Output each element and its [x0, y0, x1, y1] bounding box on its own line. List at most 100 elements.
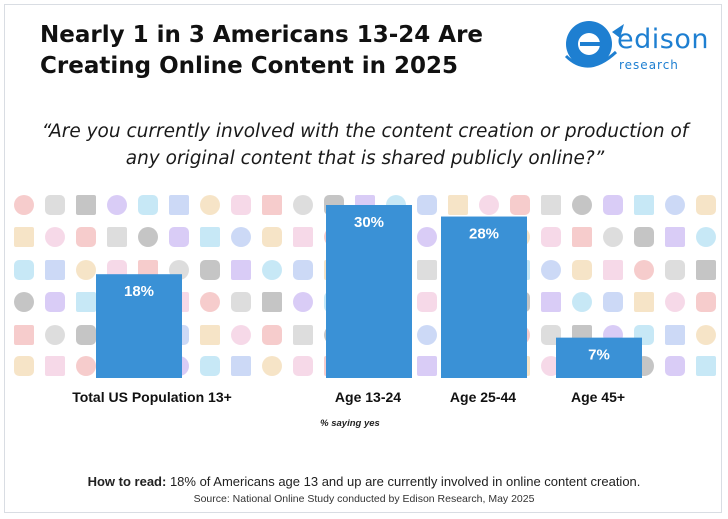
background-icon — [200, 325, 220, 345]
background-icon — [665, 260, 685, 280]
background-icon — [231, 356, 251, 376]
background-icon — [572, 292, 592, 312]
background-icon — [14, 195, 34, 215]
bar-1 — [326, 205, 412, 378]
value-label-2: 28% — [469, 226, 499, 243]
background-icon — [231, 195, 251, 215]
logo-brand: edison — [617, 24, 709, 55]
bar-2 — [441, 216, 527, 378]
background-icon — [76, 292, 96, 312]
background-icon — [665, 227, 685, 247]
background-icon — [417, 292, 437, 312]
background-icon — [45, 325, 65, 345]
source-note: Source: National Online Study conducted … — [193, 493, 535, 505]
background-icon — [634, 260, 654, 280]
background-icon — [417, 227, 437, 247]
bar-3 — [556, 337, 642, 378]
background-icon — [262, 325, 282, 345]
background-icon — [138, 195, 158, 215]
how-to-read: How to read: 18% of Americans age 13 and… — [0, 474, 728, 489]
background-icon — [417, 195, 437, 215]
background-icon — [696, 325, 716, 345]
background-icon — [293, 325, 313, 345]
background-icon — [696, 227, 716, 247]
category-label-1: Age 13-24 — [335, 389, 401, 405]
background-icon — [169, 227, 189, 247]
background-icon — [45, 260, 65, 280]
background-icon — [262, 356, 282, 376]
value-label-3: 7% — [588, 347, 610, 364]
background-icon — [107, 227, 127, 247]
background-icon — [169, 195, 189, 215]
background-icon — [572, 195, 592, 215]
how-to-read-text: 18% of Americans age 13 and up are curre… — [166, 474, 641, 489]
background-icon — [541, 227, 561, 247]
background-icon — [45, 356, 65, 376]
background-icon — [603, 227, 623, 247]
background-icon — [14, 325, 34, 345]
background-icon — [665, 325, 685, 345]
background-icon — [293, 356, 313, 376]
background-icon — [603, 292, 623, 312]
background-icon — [14, 227, 34, 247]
background-icon — [293, 292, 313, 312]
background-icon — [417, 325, 437, 345]
background-icon — [76, 260, 96, 280]
background-icon — [200, 356, 220, 376]
background-icon — [603, 195, 623, 215]
edison-logo-icon — [564, 21, 624, 68]
background-icon — [665, 292, 685, 312]
value-label-1: 30% — [354, 214, 384, 231]
background-icon — [634, 292, 654, 312]
background-icon — [231, 325, 251, 345]
background-icon — [262, 195, 282, 215]
logo-tagline: research — [619, 58, 679, 72]
background-icon — [479, 195, 499, 215]
chart-note: % saying yes — [320, 418, 380, 429]
survey-question: “Are you currently involved with the con… — [41, 121, 689, 169]
background-icon — [14, 356, 34, 376]
value-label-0: 18% — [124, 283, 154, 300]
background-icon — [634, 227, 654, 247]
how-to-read-label: How to read: — [87, 474, 167, 489]
background-icon — [417, 260, 437, 280]
background-icon — [231, 292, 251, 312]
background-icon — [231, 227, 251, 247]
background-icon — [76, 195, 96, 215]
background-icon — [262, 260, 282, 280]
background-icon — [200, 195, 220, 215]
chart-title: Nearly 1 in 3 Americans 13-24 Are Creati… — [40, 22, 484, 79]
background-icon — [665, 195, 685, 215]
background-icon — [293, 260, 313, 280]
background-icon — [696, 356, 716, 376]
background-icon — [262, 227, 282, 247]
background-icon — [696, 292, 716, 312]
background-icon — [541, 195, 561, 215]
background-icon — [76, 356, 96, 376]
background-icon — [696, 260, 716, 280]
category-label-0: Total US Population 13+ — [72, 389, 232, 405]
background-icon — [541, 260, 561, 280]
background-icon — [603, 260, 623, 280]
background-icon — [510, 195, 530, 215]
background-icon — [14, 292, 34, 312]
background-icon — [541, 292, 561, 312]
background-icon — [572, 227, 592, 247]
background-icon — [634, 195, 654, 215]
background-icon — [45, 195, 65, 215]
background-icon — [200, 260, 220, 280]
background-icon — [262, 292, 282, 312]
background-icon — [45, 292, 65, 312]
background-icon — [14, 260, 34, 280]
background-icon — [448, 195, 468, 215]
background-icon — [696, 195, 716, 215]
background-icon — [76, 227, 96, 247]
category-label-2: Age 25-44 — [450, 389, 516, 405]
background-icon — [231, 260, 251, 280]
background-icon — [45, 227, 65, 247]
bar-0 — [96, 274, 182, 378]
background-icon — [76, 325, 96, 345]
background-icon — [293, 195, 313, 215]
background-icon — [138, 227, 158, 247]
background-icon — [572, 260, 592, 280]
